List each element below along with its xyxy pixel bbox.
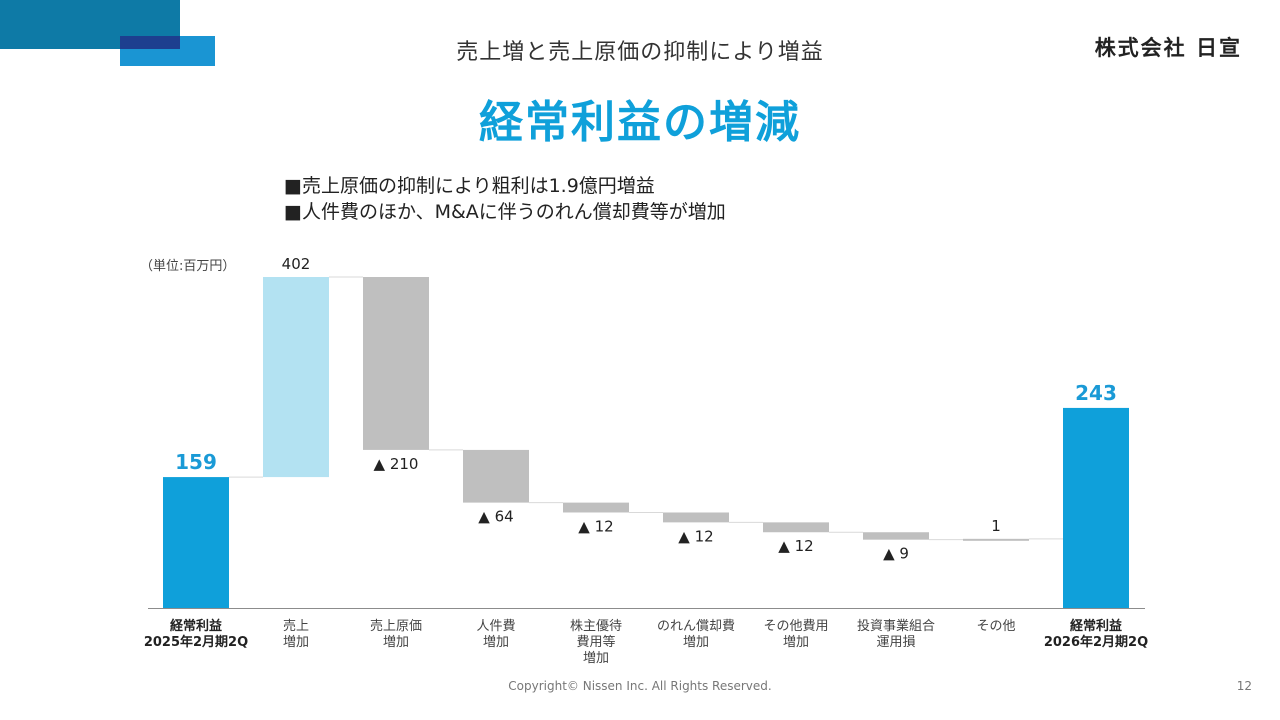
category-label: 経常利益	[1070, 618, 1122, 634]
waterfall-bar	[1063, 407, 1129, 608]
data-label: 243	[1075, 381, 1117, 405]
unit-label: （単位:百万円）	[140, 259, 236, 274]
waterfall-bar	[163, 477, 229, 608]
bullet-item: ■売上原価の抑制により粗利は1.9億円増益	[284, 175, 655, 197]
data-label: ▲ 64	[478, 508, 513, 526]
category-label: 増加	[283, 635, 309, 650]
data-label: ▲ 12	[578, 517, 613, 535]
waterfall-bar	[563, 502, 629, 513]
category-label: のれん償却費	[657, 619, 735, 634]
bullet-list: ■売上原価の抑制により粗利は1.9億円増益 ■人件費のほか、M&Aに伴うのれん償…	[284, 173, 726, 225]
category-label: 増加	[383, 635, 409, 650]
waterfall-bar	[863, 532, 929, 540]
waterfall-bar	[463, 449, 529, 503]
data-label: ▲ 9	[883, 545, 909, 563]
data-label: 1	[991, 517, 1001, 535]
category-label: 増加	[683, 635, 709, 650]
waterfall-bar	[963, 538, 1029, 541]
bullet-item: ■人件費のほか、M&Aに伴うのれん償却費等が増加	[284, 201, 726, 223]
category-label: その他費用	[763, 619, 828, 634]
category-label: その他	[976, 619, 1015, 634]
category-label: 売上原価	[370, 618, 422, 634]
waterfall-bar	[763, 522, 829, 533]
waterfall-bar	[263, 277, 329, 478]
waterfall-bar	[663, 512, 729, 523]
data-label: ▲ 210	[374, 455, 419, 473]
category-label: 費用等	[576, 634, 615, 650]
category-label: 投資事業組合	[857, 618, 935, 634]
slide-subtitle: 売上増と売上原価の抑制により増益	[456, 40, 824, 65]
data-label: ▲ 12	[678, 527, 713, 545]
category-label: 2026年2月期2Q	[1044, 634, 1148, 650]
category-label: 運用損	[876, 635, 915, 650]
slide-title: 経常利益の増減	[479, 97, 801, 148]
data-label: ▲ 12	[778, 537, 813, 555]
data-label: 159	[175, 450, 217, 474]
category-label: 増加	[783, 635, 809, 650]
header-decoration-navy	[120, 36, 180, 49]
category-label: 増加	[483, 635, 509, 650]
data-label: 402	[282, 255, 311, 273]
category-label: 経常利益	[170, 618, 222, 634]
page-number: 12	[1236, 679, 1252, 693]
copyright-footer: Copyright© Nissen Inc. All Rights Reserv…	[508, 679, 772, 693]
waterfall-bar	[363, 277, 429, 450]
category-label: 売上	[283, 618, 309, 634]
category-label: 人件費	[476, 619, 515, 634]
category-label: 2025年2月期2Q	[144, 634, 248, 650]
company-logo-text: 株式会社 日宣	[1094, 36, 1242, 60]
category-label: 増加	[583, 651, 609, 666]
category-label: 株主優待	[570, 619, 622, 634]
